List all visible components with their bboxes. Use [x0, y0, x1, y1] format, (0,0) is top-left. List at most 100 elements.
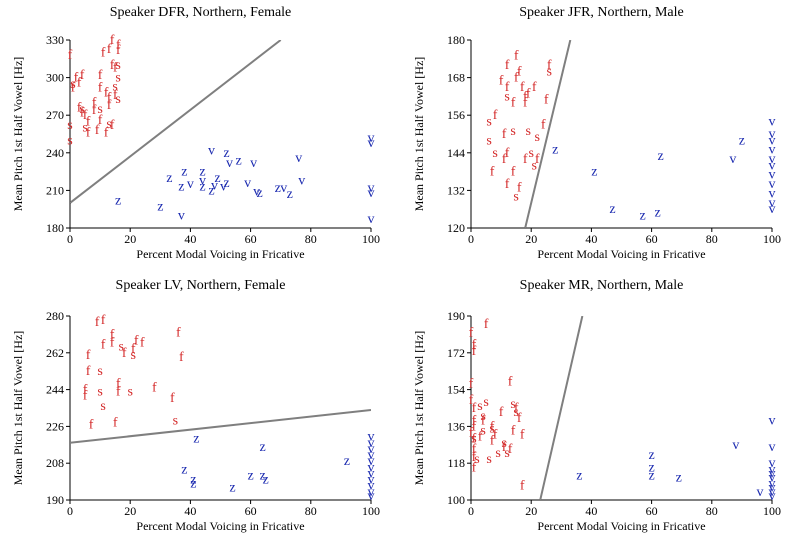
fit-line: [70, 409, 371, 444]
point-f: f: [140, 336, 145, 351]
point-s: s: [486, 114, 491, 129]
point-v: v: [368, 489, 375, 504]
chart-title: Speaker MR, Northern, Male: [519, 278, 684, 293]
point-v: v: [368, 136, 375, 151]
y-tick-label: 180: [46, 221, 64, 235]
x-axis-label: Percent Modal Voicing in Fricative: [537, 519, 705, 533]
point-f: f: [547, 58, 552, 73]
point-f: f: [469, 376, 474, 391]
point-z: z: [739, 133, 745, 148]
point-v: v: [769, 485, 776, 500]
x-tick-label: 80: [305, 232, 317, 246]
y-tick-label: 136: [447, 419, 465, 433]
point-f: f: [472, 419, 477, 434]
point-v: v: [368, 131, 375, 146]
point-f: f: [517, 180, 522, 195]
x-axis-label: Percent Modal Voicing in Fricative: [537, 247, 705, 261]
x-tick-label: 80: [706, 504, 718, 518]
scatter-plot-jfr: 120 132 144 156 168 180 0 20 40 60 80 100 Percent Mo…: [412, 33, 781, 261]
point-f: f: [505, 80, 510, 95]
point-v: v: [756, 485, 763, 500]
point-s: s: [100, 399, 105, 414]
point-f: f: [86, 114, 91, 129]
point-f: f: [541, 118, 546, 133]
point-f: f: [469, 393, 474, 408]
point-z: z: [181, 165, 187, 180]
point-z: z: [658, 149, 664, 164]
point-v: v: [732, 438, 739, 453]
point-f: f: [77, 76, 82, 91]
point-f: f: [101, 46, 106, 61]
point-f: f: [101, 313, 106, 328]
point-v: v: [769, 477, 776, 492]
point-s: s: [118, 340, 123, 355]
point-f: f: [107, 91, 112, 106]
point-f: f: [493, 428, 498, 443]
point-v: v: [280, 181, 287, 196]
point-v: v: [769, 489, 776, 504]
x-axis-label: Percent Modal Voicing in Fricative: [136, 247, 304, 261]
point-f: f: [502, 152, 507, 167]
y-tick-label: 120: [447, 221, 465, 235]
point-z: z: [178, 180, 184, 195]
point-z: z: [576, 468, 582, 483]
point-s: s: [492, 146, 497, 161]
point-f: f: [134, 334, 139, 349]
point-f: f: [80, 106, 85, 121]
point-z: z: [263, 473, 269, 488]
point-f: f: [472, 450, 477, 465]
point-z: z: [223, 176, 229, 191]
point-f: f: [508, 374, 513, 389]
point-f: f: [98, 68, 103, 83]
point-v: v: [368, 473, 375, 488]
y-tick-label: 262: [46, 346, 64, 360]
chart-panel-jfr: Speaker JFR, Northern, Male 120 132 144 156…: [401, 0, 802, 269]
chart-panel-lv: Speaker LV, Northern, Female 190 208 226 24…: [0, 270, 401, 539]
point-s: s: [97, 385, 102, 400]
point-f: f: [98, 81, 103, 96]
point-f: f: [523, 96, 528, 111]
x-tick-label: 100: [763, 232, 781, 246]
point-s: s: [480, 409, 485, 424]
y-axis-label: Mean Pitch 1st Half Vowel [Hz]: [11, 331, 25, 486]
point-v: v: [729, 152, 736, 167]
point-f: f: [101, 338, 106, 353]
point-s: s: [67, 133, 72, 148]
point-f: f: [481, 413, 486, 428]
point-s: s: [115, 92, 120, 107]
point-v: v: [769, 462, 776, 477]
point-z: z: [648, 460, 654, 475]
point-f: f: [505, 146, 510, 161]
point-v: v: [769, 413, 776, 428]
point-v: v: [368, 442, 375, 457]
point-v: v: [220, 180, 227, 195]
point-f: f: [472, 401, 477, 416]
point-v: v: [368, 485, 375, 500]
point-z: z: [208, 183, 214, 198]
point-z: z: [287, 187, 293, 202]
point-s: s: [510, 397, 515, 412]
y-tick-label: 240: [46, 146, 64, 160]
point-v: v: [769, 158, 776, 173]
point-f: f: [110, 58, 115, 73]
point-s: s: [531, 158, 536, 173]
point-v: v: [368, 466, 375, 481]
y-tick-label: 280: [46, 309, 64, 323]
point-v: v: [298, 173, 305, 188]
point-v: v: [368, 479, 375, 494]
point-f: f: [110, 118, 115, 133]
y-tick-label: 270: [46, 108, 64, 122]
x-axis-label: Percent Modal Voicing in Fricative: [136, 519, 304, 533]
point-v: v: [368, 436, 375, 451]
point-v: v: [295, 151, 302, 166]
x-tick-label: 100: [362, 232, 380, 246]
point-f: f: [170, 391, 175, 406]
point-f: f: [104, 126, 109, 141]
x-tick-label: 0: [468, 504, 474, 518]
point-s: s: [477, 399, 482, 414]
point-f: f: [113, 415, 118, 430]
point-s: s: [112, 79, 117, 94]
point-f: f: [83, 383, 88, 398]
point-z: z: [115, 193, 121, 208]
point-s: s: [480, 423, 485, 438]
